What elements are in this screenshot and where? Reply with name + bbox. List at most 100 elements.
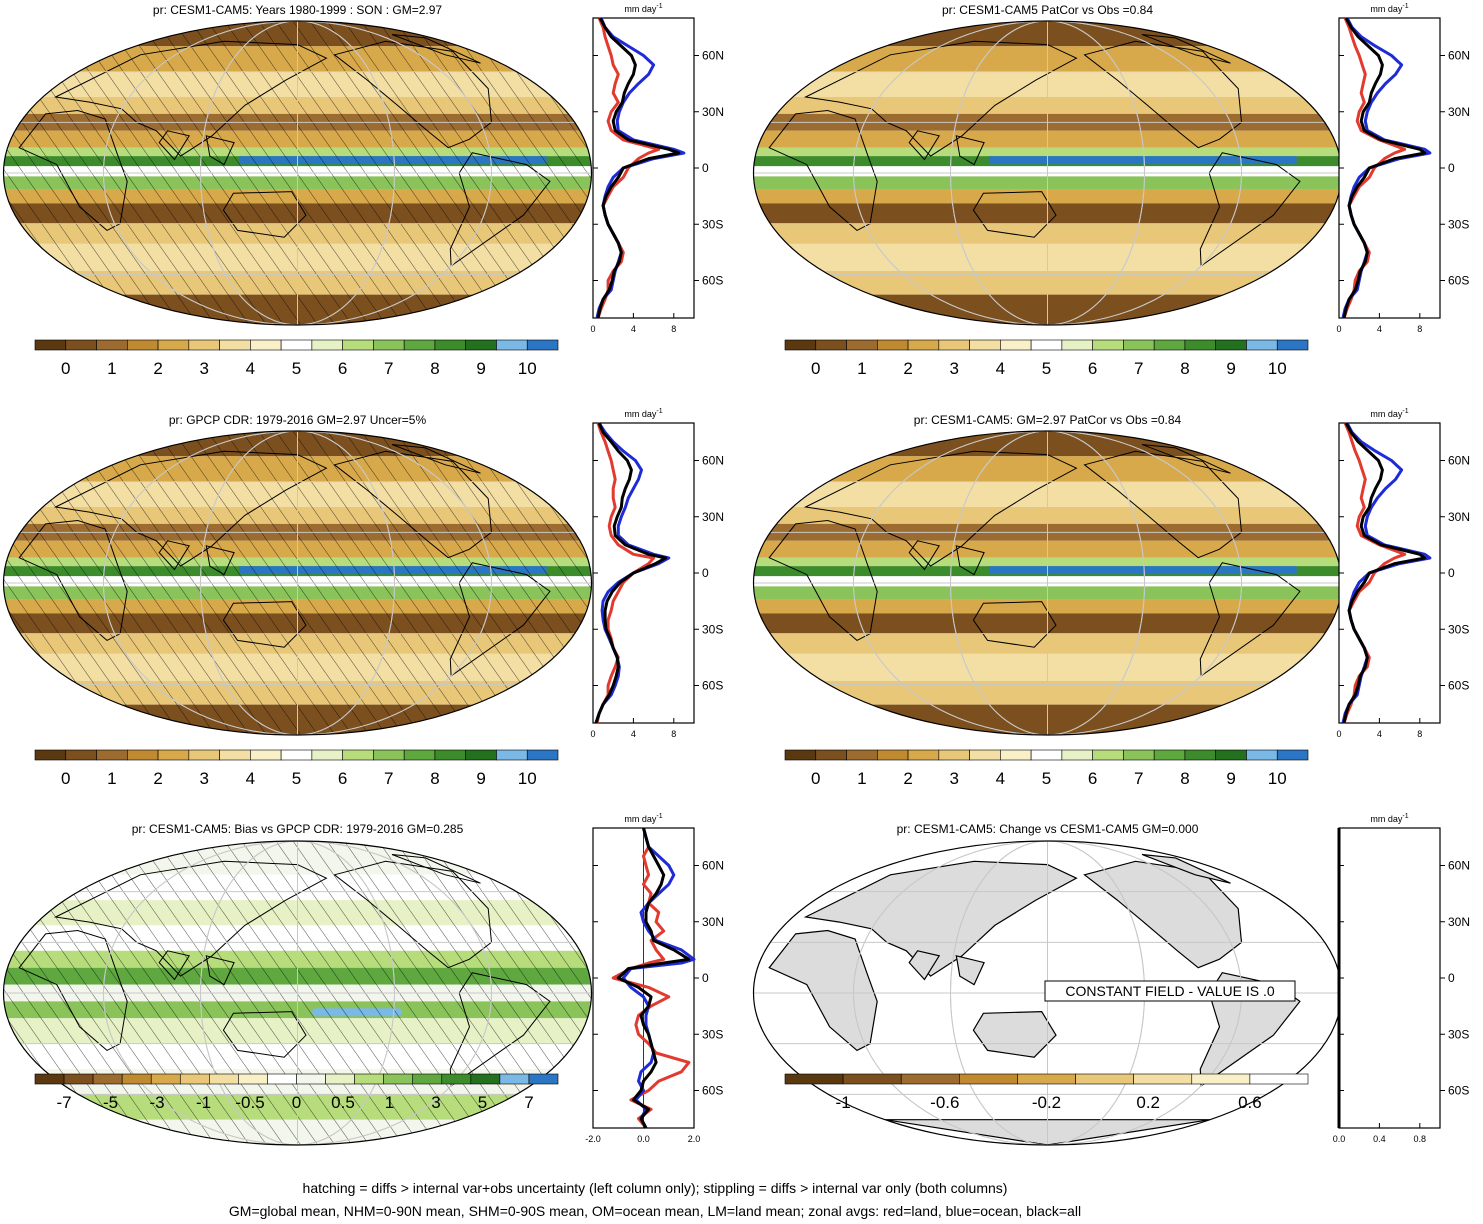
colorbar-swatch xyxy=(1215,749,1247,761)
colorbar-swatch xyxy=(1184,749,1217,761)
colorbar-swatch xyxy=(1123,749,1155,761)
zonal-ytick-label: 60S xyxy=(702,274,723,288)
coastline-greenland xyxy=(1141,34,1231,64)
zonal-line-all xyxy=(596,17,681,319)
zonal-unit-exponent: -1 xyxy=(656,3,662,10)
colorbar-swatch xyxy=(311,749,343,761)
colorbar-label: 6 xyxy=(338,359,347,378)
zonal-ytick-label: 0 xyxy=(702,161,709,175)
colorbar-label: 1 xyxy=(857,359,866,378)
colorbar-swatch xyxy=(1133,1073,1193,1085)
colorbar-swatch xyxy=(434,749,467,761)
colorbar-label: -0.2 xyxy=(1032,1093,1061,1112)
colorbar-swatch xyxy=(1075,1073,1134,1085)
zonal-plot-6: mm day-1 60N 30N 0 30S 60S 0.0 0.4 0.8 xyxy=(1333,813,1470,1144)
colorbar-swatch xyxy=(65,339,97,351)
zonal-ytick-label: 30S xyxy=(702,1027,723,1041)
zonal-unit-exponent: -1 xyxy=(656,813,662,820)
zonal-frame xyxy=(1338,17,1441,319)
itcz-band xyxy=(988,566,1297,575)
colorbar-swatch xyxy=(179,1073,210,1085)
colorbar-swatch xyxy=(526,749,559,761)
colorbar-swatch xyxy=(1276,339,1309,351)
land-greenland xyxy=(1141,853,1231,884)
colorbar-label: 3 xyxy=(949,359,958,378)
colorbar-swatch xyxy=(496,749,528,761)
colorbar-4: 0 1 2 3 4 5 6 7 8 9 10 xyxy=(784,749,1309,788)
zonal-ytick-label: 0 xyxy=(1448,566,1455,580)
colorbar-label: 9 xyxy=(476,359,485,378)
colorbar-swatch xyxy=(34,1073,65,1085)
colorbar-6: -1 -0.6 -0.2 0.2 0.6 xyxy=(784,1073,1309,1112)
zonal-xtick-label: 4 xyxy=(631,324,636,334)
colorbar-label: 0 xyxy=(61,769,70,788)
colorbar-swatch xyxy=(403,749,436,761)
constant-field-box xyxy=(1044,980,1296,1002)
colorbar-label: 7 xyxy=(384,769,393,788)
colorbar-label: 10 xyxy=(518,769,537,788)
colorbar-swatch xyxy=(434,339,467,351)
colorbar-swatch xyxy=(1246,749,1278,761)
panel-title-2: pr: CESM1-CAM5 PatCor vs Obs =0.84 xyxy=(941,3,1154,17)
graticule-lon xyxy=(852,431,1243,735)
coastline-eurasia xyxy=(803,40,1078,157)
colorbar-label: 0 xyxy=(811,359,820,378)
colorbar-swatch xyxy=(815,749,847,761)
zonal-ytick-label: 60S xyxy=(1448,274,1469,288)
zonal-ytick-label: 60S xyxy=(1448,679,1469,693)
colorbar-label: 7 xyxy=(1134,769,1143,788)
colorbar-swatch xyxy=(1000,339,1032,351)
zonal-ytick-label: 60N xyxy=(702,454,724,468)
colorbar-label: 6 xyxy=(1088,769,1097,788)
zonal-xtick-label: 0 xyxy=(590,324,595,334)
colorbar-label: -0.5 xyxy=(235,1093,264,1112)
colorbar-label: 6 xyxy=(1088,359,1097,378)
colorbar-label: 1 xyxy=(857,769,866,788)
colorbar-swatch xyxy=(250,749,282,761)
zonal-ytick-label: 30S xyxy=(702,217,723,231)
zonal-xtick-label: 4 xyxy=(1377,324,1382,334)
colorbar-swatch xyxy=(373,749,405,761)
zonal-ytick-label: 30N xyxy=(702,510,724,524)
footnote-line-2: GM=global mean, NHM=0-90N mean, SHM=0-90… xyxy=(228,1203,1082,1219)
colorbar-label: 7 xyxy=(384,359,393,378)
colorbar-swatch xyxy=(1061,749,1093,761)
colorbar-label: 3 xyxy=(431,1093,440,1112)
colorbar-label: -5 xyxy=(103,1093,118,1112)
zonal-line-all xyxy=(1342,422,1427,724)
zonal-unit-label: mm day-1 xyxy=(1370,3,1408,14)
colorbar-swatch xyxy=(1061,339,1093,351)
colorbar-2: 0 1 2 3 4 5 6 7 8 9 10 xyxy=(784,339,1309,378)
colorbar-swatch xyxy=(846,339,878,351)
graticule xyxy=(3,431,592,735)
colorbar-swatch xyxy=(1092,339,1124,351)
zonal-ytick-label: 30N xyxy=(1448,915,1470,929)
graticule xyxy=(3,841,592,1145)
colorbar-swatch xyxy=(959,1073,1018,1085)
colorbar-label: 1 xyxy=(385,1093,394,1112)
zonal-xtick-label: 0 xyxy=(1336,729,1341,739)
land-india xyxy=(908,950,941,981)
colorbar-label: 1 xyxy=(107,769,116,788)
colorbar-swatch xyxy=(311,339,343,351)
zonal-line-all xyxy=(594,422,668,724)
itcz-band xyxy=(988,156,1297,165)
colorbar-label: 2 xyxy=(903,359,912,378)
zonal-line-all xyxy=(1342,17,1427,319)
colorbar-label: 10 xyxy=(1268,359,1287,378)
map-panel-2 xyxy=(752,20,1343,326)
coastline-india xyxy=(908,130,940,161)
panel-title-3: pr: GPCP CDR: 1979-2016 GM=2.97 Uncer=5% xyxy=(168,413,427,427)
colorbar-label: 9 xyxy=(1226,769,1235,788)
colorbar-swatch xyxy=(280,749,313,761)
zonal-xtick-label: 8 xyxy=(1417,324,1422,334)
colorbar-swatch xyxy=(1017,1073,1076,1085)
colorbar-swatch xyxy=(528,1073,559,1085)
zonal-ytick-label: 30S xyxy=(1448,622,1469,636)
colorbar-label: 0 xyxy=(61,359,70,378)
coastline-namer xyxy=(1083,40,1243,149)
zonal-ytick-label: 0 xyxy=(702,971,709,985)
colorbar-swatch xyxy=(938,749,970,761)
zonal-ytick-label: 60N xyxy=(1448,859,1470,873)
colorbar-swatch xyxy=(465,339,497,351)
